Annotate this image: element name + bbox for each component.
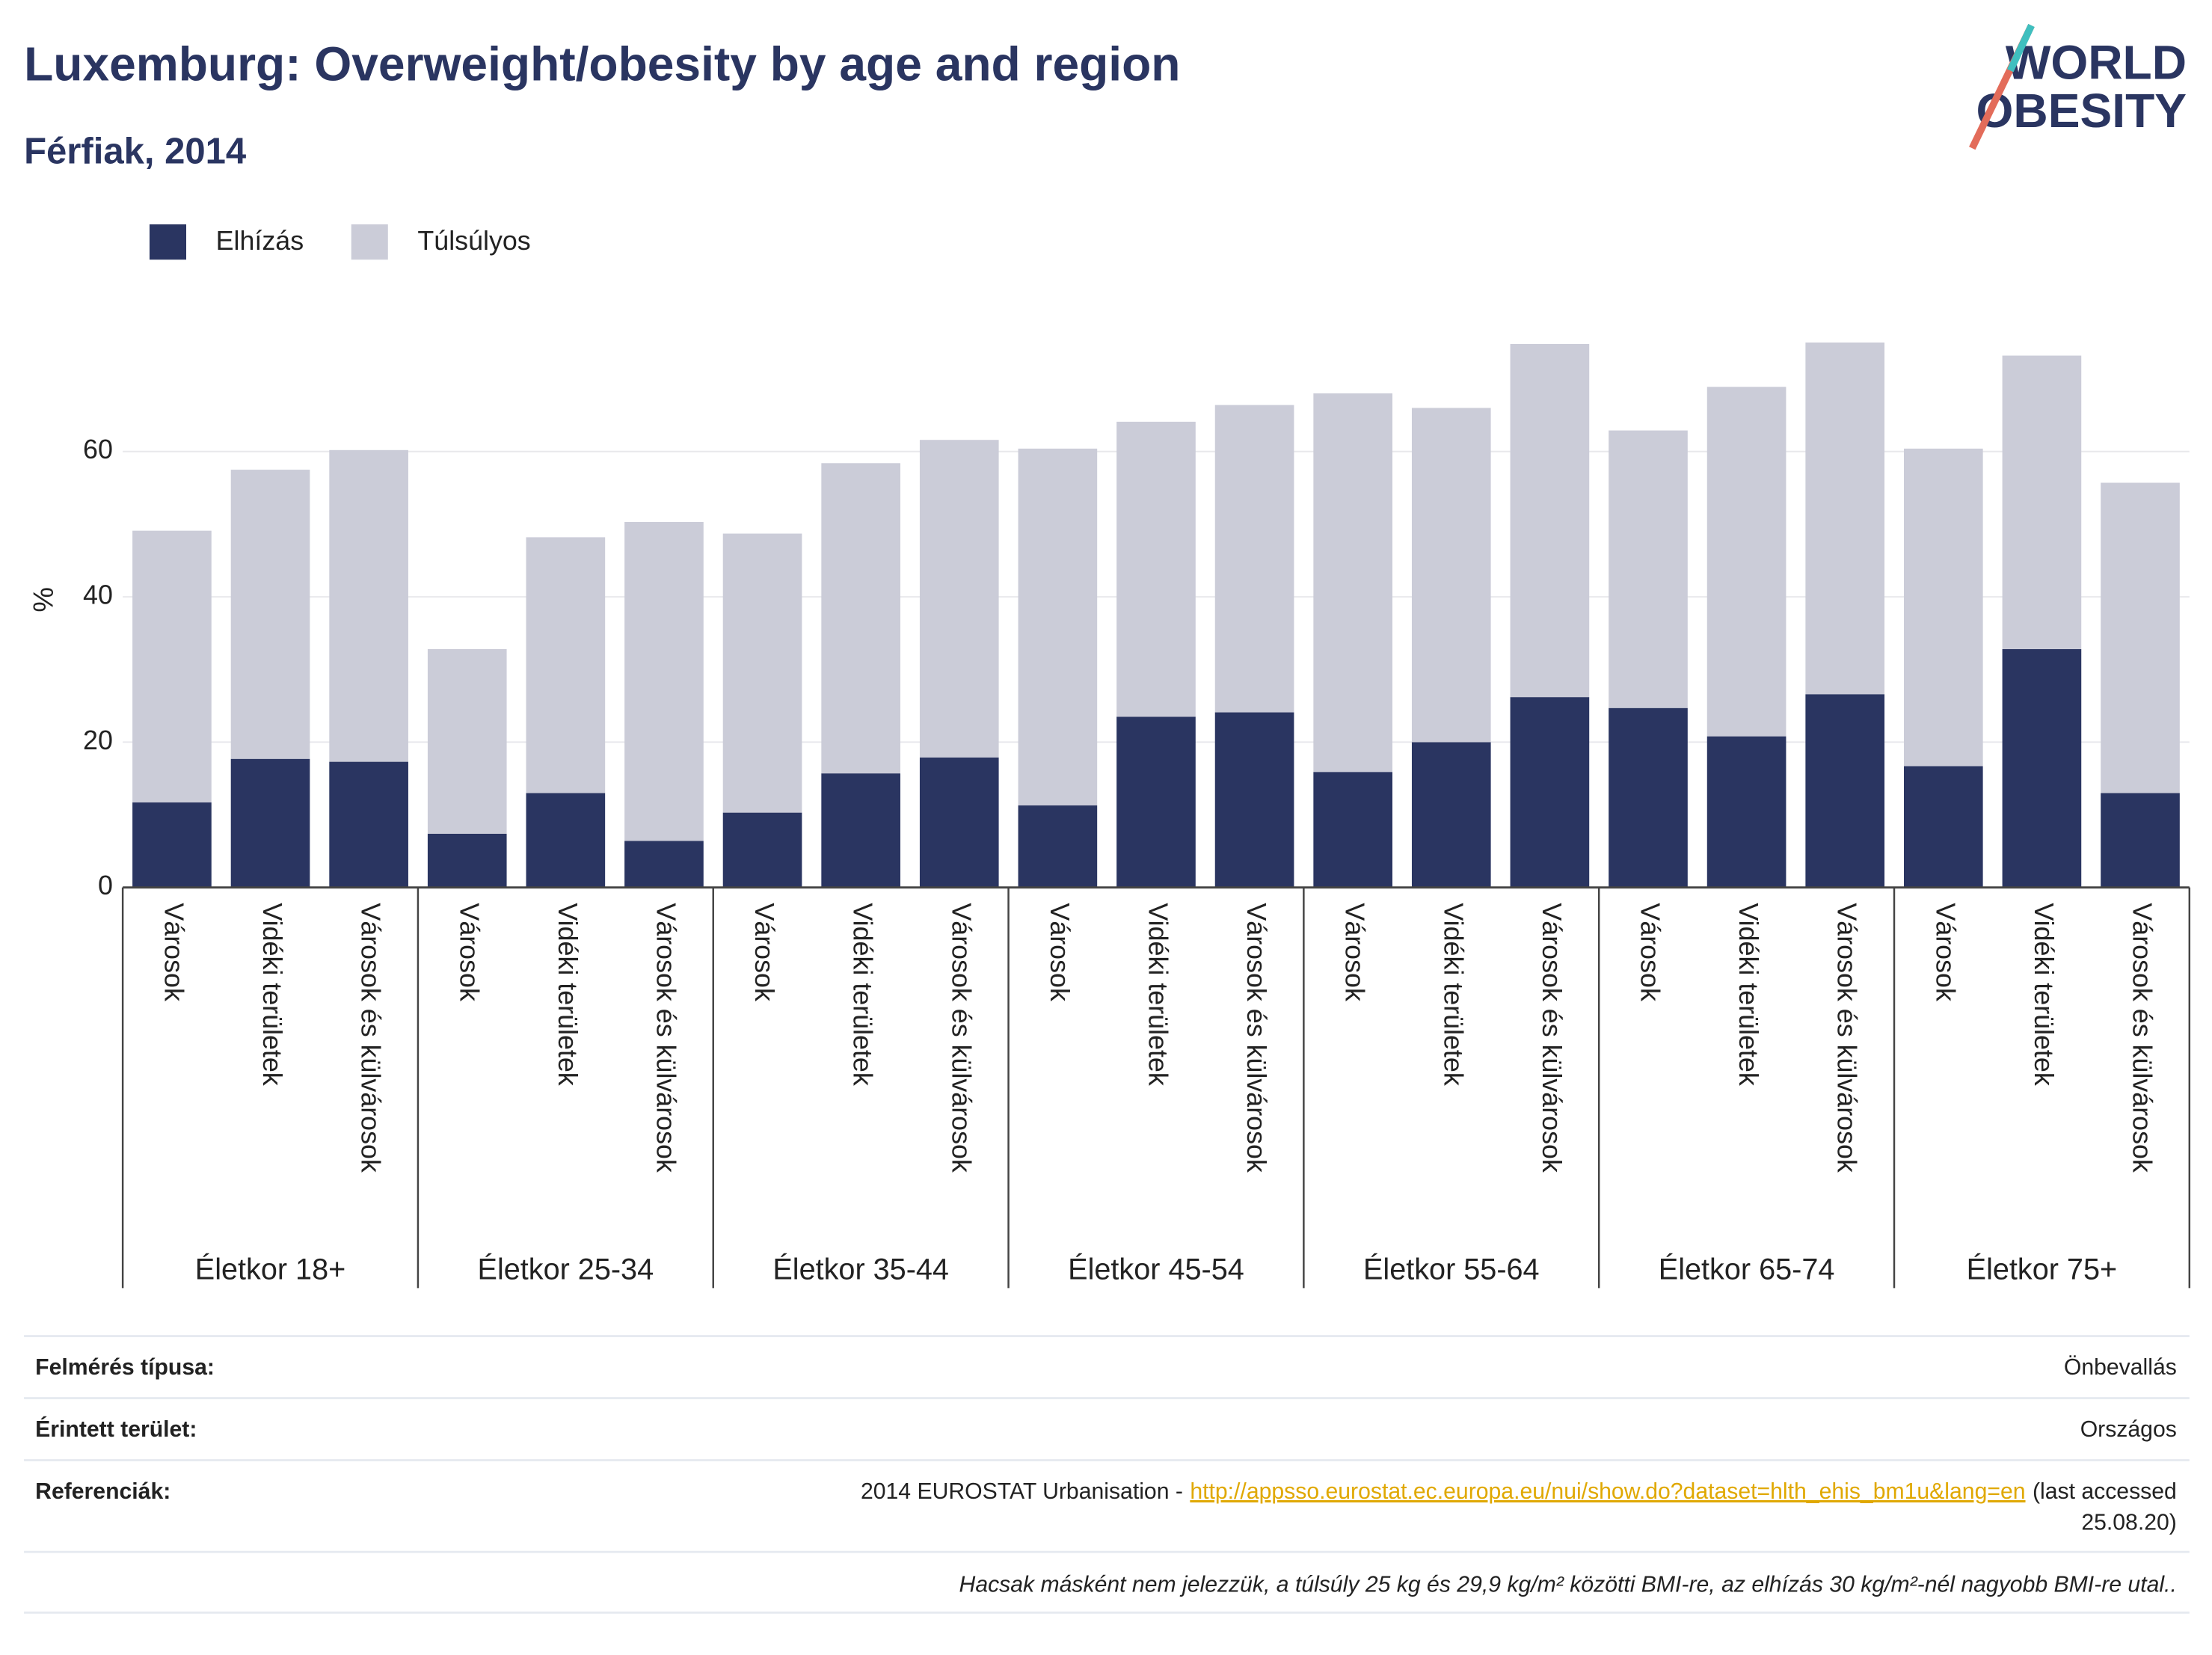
bar-segment <box>526 793 606 888</box>
y-tick-label: 0 <box>98 871 113 900</box>
bar-segment <box>2101 793 2180 888</box>
reference-note: (last accessed <box>2033 1479 2177 1504</box>
group-label: Életkor 45-54 <box>1068 1253 1244 1286</box>
bar-segment <box>1411 742 1491 888</box>
chart-title: Luxemburg: Overweight/obesity by age and… <box>24 37 1180 91</box>
bar-segment <box>1805 343 1885 695</box>
bar-segment <box>722 812 802 888</box>
bar-segment <box>1313 393 1393 773</box>
x-tick-label: Városok <box>1635 903 1665 1001</box>
x-tick-label: Vidéki területek <box>2029 903 2059 1085</box>
x-tick-label: Városok és külvárosok <box>2127 903 2157 1173</box>
bar-segment <box>132 530 212 803</box>
bar-segment <box>624 521 704 841</box>
x-tick-label: Városok és külvárosok <box>651 903 681 1173</box>
bar-segment <box>2101 482 2180 793</box>
bar-segment <box>1609 430 1688 708</box>
reference-text: 2014 EUROSTAT Urbanisation - http://appss… <box>861 1479 2177 1504</box>
chart-subtitle: Férfiak, 2014 <box>24 132 246 172</box>
bar-segment <box>1214 405 1294 713</box>
bar-segment <box>427 833 507 888</box>
x-tick-label: Városok <box>1930 903 1960 1001</box>
bar-segment <box>722 533 802 813</box>
x-tick-label: Városok <box>1045 903 1075 1001</box>
x-tick-label: Városok <box>454 903 484 1001</box>
bar-segment <box>821 463 900 774</box>
x-tick-label: Városok és külvárosok <box>1832 903 1862 1173</box>
group-label: Életkor 25-34 <box>478 1253 654 1286</box>
group-label: Életkor 75+ <box>1967 1253 2117 1286</box>
bar-segment <box>526 537 606 793</box>
x-tick-label: Városok <box>749 903 779 1001</box>
bar-segment <box>1706 736 1787 888</box>
bar-segment <box>1214 712 1294 888</box>
bar-segment <box>1018 805 1098 888</box>
x-tick-label: Vidéki területek <box>848 903 878 1085</box>
group-label: Életkor 35-44 <box>772 1253 949 1286</box>
reference-link[interactable]: http://appsso.eurostat.ec.europa.eu/nui/… <box>1190 1479 2025 1504</box>
row-value: Önbevallás <box>2064 1355 2177 1380</box>
bar-segment <box>1313 772 1393 888</box>
x-tick-label: Vidéki területek <box>1143 903 1173 1085</box>
bar-segment <box>1903 448 1983 767</box>
row-label: Érintett terület: <box>35 1416 197 1442</box>
bar-segment <box>230 470 310 759</box>
group-label: Életkor 65-74 <box>1659 1253 1835 1286</box>
bar-segment <box>1903 766 1983 888</box>
bar-segment <box>919 440 999 758</box>
legend-label: Túlsúlyos <box>417 226 530 256</box>
y-tick-label: 60 <box>83 435 113 464</box>
reference-note: 25.08.20) <box>2081 1510 2176 1535</box>
bar-segment <box>230 758 310 888</box>
bar-segment <box>1510 697 1590 888</box>
group-label: Életkor 55-64 <box>1363 1253 1540 1286</box>
y-tick-label: 40 <box>83 580 113 610</box>
bar-segment <box>1116 421 1196 717</box>
y-axis-label: % <box>27 587 58 612</box>
x-tick-label: Vidéki területek <box>1733 903 1763 1085</box>
x-tick-label: Vidéki területek <box>553 903 583 1085</box>
logo-text: WORLD <box>2006 36 2187 90</box>
row-label: Referenciák: <box>35 1479 170 1504</box>
bar-segment <box>1609 707 1688 888</box>
row-label: Felmérés típusa: <box>35 1355 215 1380</box>
x-tick-label: Városok <box>159 903 188 1001</box>
legend-swatch <box>351 224 388 260</box>
legend-label: Elhízás <box>216 226 304 256</box>
x-tick-label: Városok és külvárosok <box>1537 903 1567 1173</box>
bar-segment <box>2002 649 2082 888</box>
bar-segment <box>624 841 704 888</box>
y-tick-label: 20 <box>83 725 113 755</box>
bar-segment <box>1805 694 1885 888</box>
bar-segment <box>821 773 900 888</box>
x-tick-label: Városok és külvárosok <box>946 903 976 1173</box>
x-tick-label: Vidéki területek <box>257 903 287 1085</box>
bar-segment <box>1510 343 1590 698</box>
bar-segment <box>1411 408 1491 743</box>
footnote: Hacsak másként nem jelezzük, a túlsúly 2… <box>959 1572 2177 1597</box>
bar-segment <box>329 449 408 762</box>
bar-segment <box>329 761 408 888</box>
x-tick-label: Városok és külvárosok <box>1241 903 1271 1173</box>
bar-segment <box>1116 716 1196 888</box>
bar-segment <box>427 649 507 834</box>
bar-segment <box>132 802 212 888</box>
logo-text: OBESITY <box>1976 84 2187 138</box>
bar-segment <box>1706 387 1787 737</box>
x-tick-label: Városok <box>1340 903 1370 1001</box>
bar-segment <box>1018 448 1098 805</box>
x-tick-label: Vidéki területek <box>1438 903 1468 1085</box>
group-label: Életkor 18+ <box>195 1253 345 1286</box>
logo-slash <box>2006 24 2035 73</box>
legend-swatch <box>149 224 187 260</box>
reference-source: 2014 EUROSTAT Urbanisation - <box>861 1479 1183 1504</box>
x-tick-label: Városok és külvárosok <box>356 903 386 1173</box>
row-value: Országos <box>2080 1417 2177 1442</box>
bar-segment <box>2002 355 2082 650</box>
bar-segment <box>919 757 999 888</box>
